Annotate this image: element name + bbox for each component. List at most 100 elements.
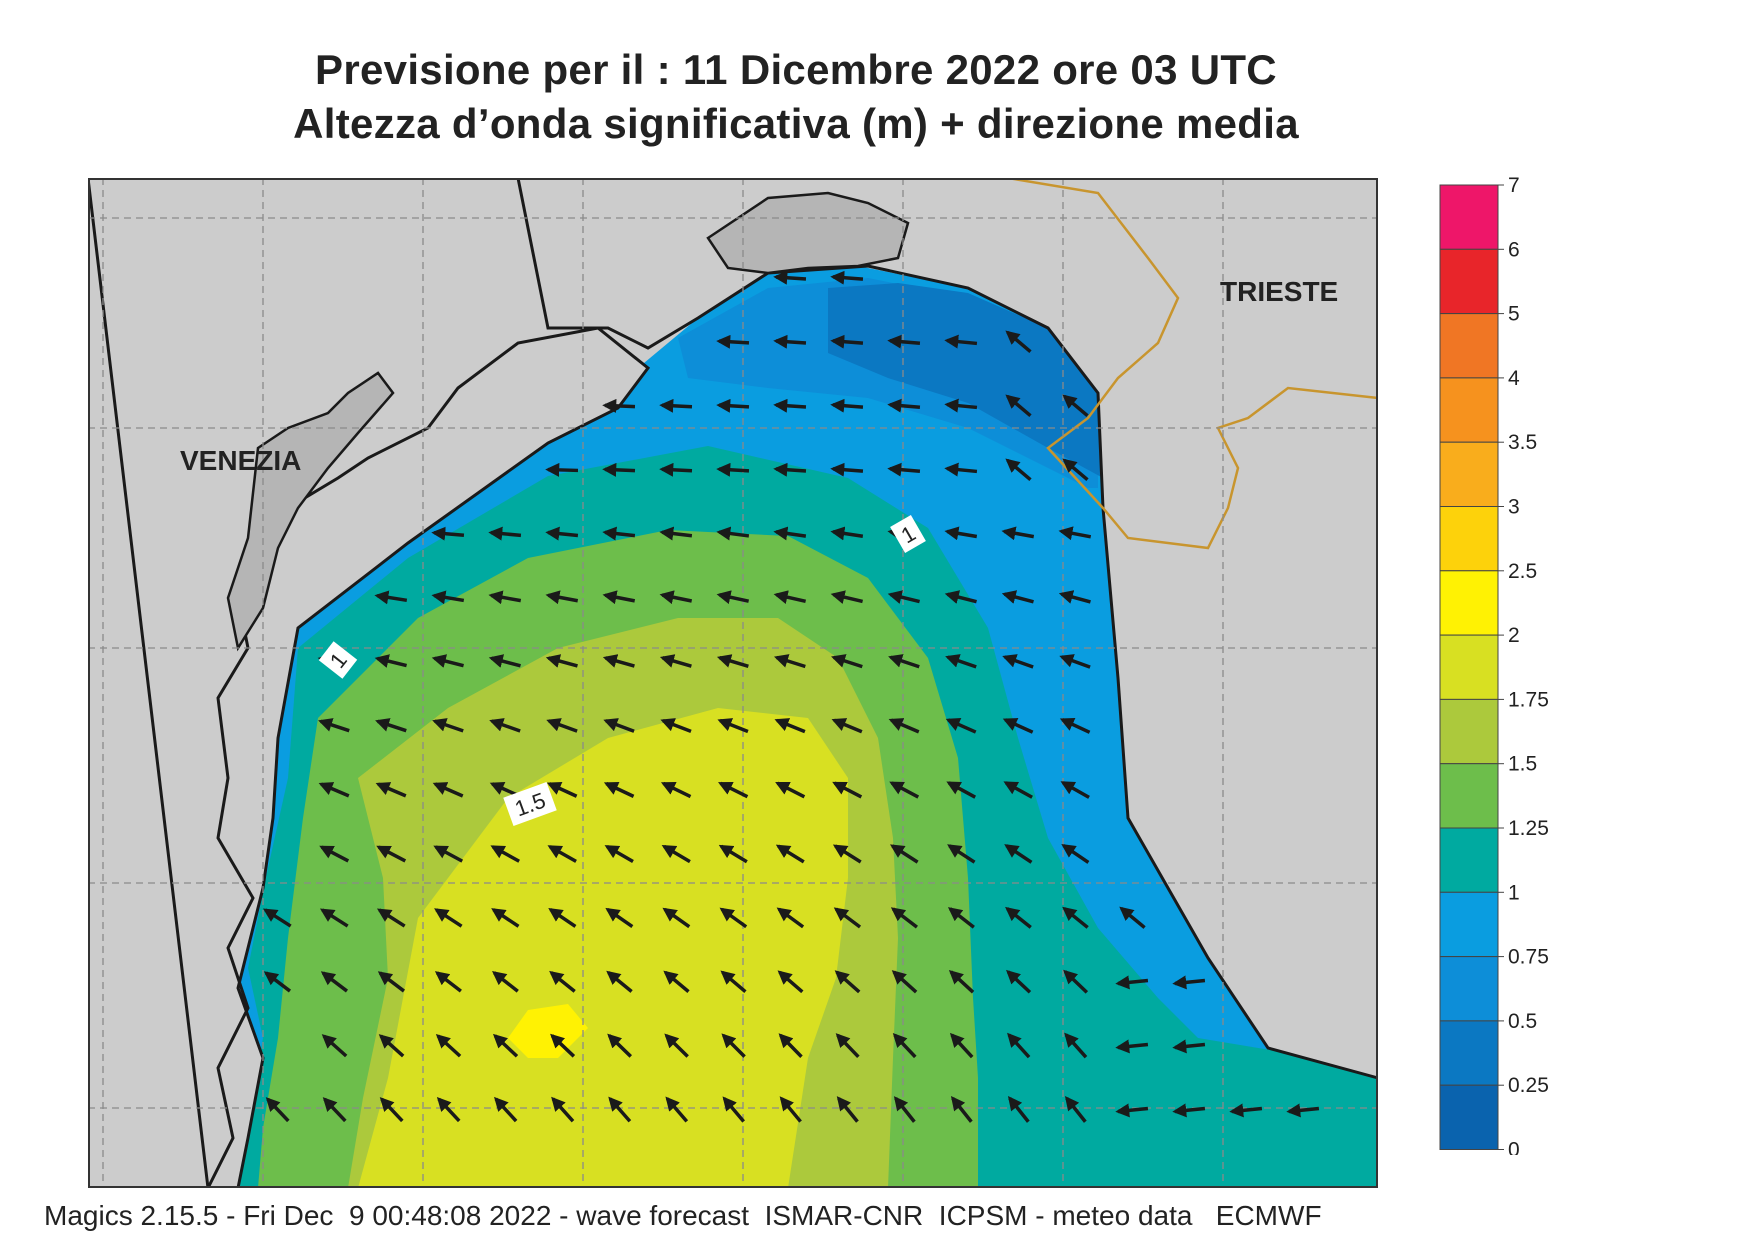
direction-arrow [663,970,690,993]
colour-scale-tick-label: 4 [1508,367,1520,390]
direction-arrow [1229,1103,1263,1118]
direction-arrow [376,845,407,863]
direction-arrow [887,462,921,477]
direction-arrow [717,718,749,734]
colour-scale-tick-label: 5 [1508,303,1520,326]
direction-arrow [1063,969,1089,994]
direction-arrow [830,462,864,477]
direction-arrow [1064,1032,1088,1059]
direction-arrow [947,844,976,864]
colour-scale-tick-label: 6 [1508,238,1520,261]
colour-scale-boxes [1439,184,1499,1151]
direction-arrow [435,1033,462,1058]
direction-arrow [773,590,807,604]
sea-band-2-25 [508,1004,588,1058]
direction-arrow [545,462,579,477]
colour-scale-tick-label: 2 [1508,624,1520,647]
direction-arrow [1007,1032,1031,1059]
direction-arrow [664,1033,689,1058]
direction-arrow [1060,781,1090,799]
direction-arrow [489,718,521,733]
direction-arrow [1005,330,1032,354]
direction-arrow [376,908,406,928]
direction-arrow [319,908,349,928]
direction-arrow [716,654,749,669]
colour-scale-box [1439,634,1499,700]
direction-arrow [721,1033,746,1058]
sea-band-025-05 [828,283,1103,478]
direction-arrow [492,970,519,993]
direction-arrow [1062,906,1089,929]
direction-arrow [608,1096,632,1123]
direction-arrow [716,590,750,605]
direction-arrow [947,907,975,929]
direction-arrow [944,334,978,349]
direction-arrow [434,908,463,928]
direction-arrow [830,270,864,285]
land-west [88,178,651,1188]
direction-arrow [1005,394,1032,418]
direction-arrow [773,334,807,349]
direction-arrow [779,1096,802,1123]
direction-arrow [379,1097,404,1123]
direction-arrow [890,844,919,864]
direction-arrow [778,1033,803,1058]
direction-arrow [1061,843,1090,864]
wave-direction-arrows [262,270,1320,1123]
direction-arrow [1115,1103,1149,1118]
direction-arrow [265,1097,290,1123]
colour-scale-tick-label: 2.5 [1508,560,1537,583]
direction-arrow [830,590,864,604]
direction-arrow [832,781,863,799]
direction-arrow [776,907,805,929]
colour-scale-box [1439,184,1499,250]
direction-arrow [716,334,750,349]
direction-arrow [602,398,636,413]
direction-arrow [603,718,635,733]
direction-arrow [773,462,807,477]
direction-arrow [945,654,977,669]
direction-arrow [949,1032,974,1059]
direction-arrow [887,398,921,413]
direction-arrow [887,590,920,604]
direction-arrow [602,462,636,477]
colour-scale-box [1439,698,1499,765]
colour-scale-box [1439,570,1499,636]
direction-arrow [1172,1103,1206,1118]
colour-scale-box [1439,506,1499,572]
direction-arrow [377,971,406,993]
contour-label: 1 [890,515,926,553]
colour-scale-box [1439,1020,1499,1086]
direction-arrow [944,462,978,477]
direction-arrow [321,1034,348,1058]
forecast-date-title: Previsione per il : 11 Dicembre 2022 ore… [315,46,1277,93]
map-frame [88,178,1378,1188]
colour-scale-tick-label: 0.75 [1508,946,1549,969]
direction-arrow [888,718,920,734]
direction-arrow [830,526,864,541]
direction-arrow [602,590,636,605]
direction-arrow [549,970,576,993]
colour-scale-tick-label: 0.5 [1508,1010,1537,1033]
direction-arrow [831,718,863,734]
direction-arrow [1115,1039,1149,1054]
direction-arrow [944,398,978,413]
direction-arrow [431,526,465,541]
direction-arrow [832,844,862,864]
colour-scale-tick-label: 1.5 [1508,753,1537,776]
colour-scale-tick-label: 1.75 [1508,688,1549,711]
colour-scale-box [1439,313,1499,379]
colour-scale-tick-label: 1 [1508,881,1520,904]
direction-arrow [893,1096,916,1123]
direction-arrow [890,907,918,929]
direction-arrow [603,782,635,798]
colour-scale-box [1439,441,1499,508]
colour-scale-tick-label: 0.25 [1508,1074,1549,1097]
direction-arrow [1002,718,1034,734]
colour-scale-tick-label: 0 [1508,1139,1520,1156]
direction-arrow [431,590,465,605]
direction-arrow [1002,654,1034,669]
direction-arrow [1004,844,1033,864]
direction-arrow [432,718,464,733]
direction-arrow [604,845,634,863]
